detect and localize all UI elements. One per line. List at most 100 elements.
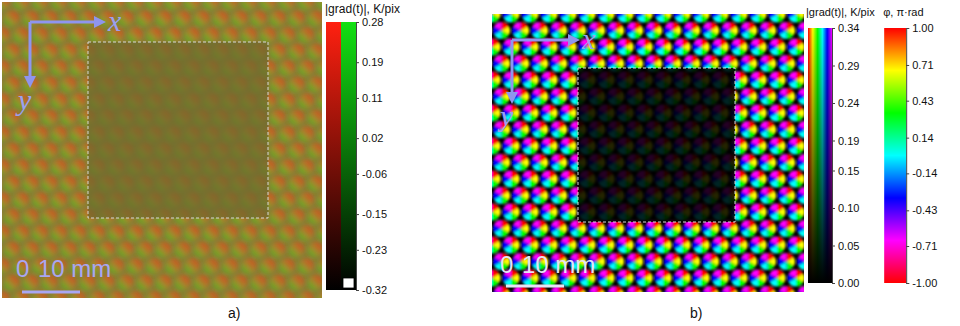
blob xyxy=(308,77,322,92)
blob xyxy=(512,154,529,171)
blob xyxy=(128,292,143,299)
blob-sector xyxy=(513,55,520,64)
blob-sector xyxy=(779,154,786,163)
blob-sector xyxy=(770,39,777,48)
blob xyxy=(560,72,577,89)
blob-sector xyxy=(646,55,653,64)
blob-sector xyxy=(769,14,777,18)
tick-label: 0.02 xyxy=(362,132,383,144)
blob xyxy=(280,193,295,208)
blob xyxy=(14,2,29,10)
blob-sector xyxy=(770,171,777,180)
blob-sector xyxy=(770,204,777,213)
blob xyxy=(308,11,322,26)
blob xyxy=(560,204,577,221)
blob xyxy=(598,39,615,56)
blob-sector xyxy=(608,55,615,64)
blob xyxy=(550,22,567,39)
blob xyxy=(289,242,304,257)
blob xyxy=(185,292,200,299)
blob xyxy=(185,226,200,241)
blob-sector xyxy=(513,154,520,163)
blob xyxy=(33,94,48,109)
blob xyxy=(560,105,577,122)
blob xyxy=(52,193,67,208)
blob-sector xyxy=(568,47,575,56)
blob xyxy=(788,72,804,89)
blob xyxy=(204,2,219,10)
blob-sector xyxy=(796,113,803,122)
blob xyxy=(251,275,266,290)
blob xyxy=(232,275,247,290)
blob-sector xyxy=(549,212,556,221)
blob-sector xyxy=(663,47,670,56)
blob-sector xyxy=(502,229,509,238)
blob xyxy=(550,154,567,171)
blob xyxy=(166,28,181,43)
blob-sector xyxy=(787,64,794,73)
blob xyxy=(617,39,634,56)
blob xyxy=(14,127,29,142)
blob xyxy=(280,160,295,175)
blob-sector xyxy=(540,229,547,238)
blob-sector xyxy=(758,212,765,221)
blob xyxy=(299,2,314,10)
blob-sector xyxy=(542,237,549,246)
blob-sector xyxy=(494,220,501,229)
blob-sector xyxy=(673,229,680,238)
blob-sector xyxy=(674,14,682,18)
blob xyxy=(128,28,143,43)
blob-sector xyxy=(787,31,794,40)
blob-sector xyxy=(551,88,558,97)
blob-sector xyxy=(788,14,796,18)
blob xyxy=(270,11,285,26)
blob-sector xyxy=(521,163,528,172)
blob xyxy=(797,88,804,105)
blob xyxy=(759,88,776,105)
blob-sector xyxy=(760,121,767,130)
blob-sector xyxy=(523,237,530,246)
blob-sector xyxy=(758,14,765,23)
blob-sector xyxy=(523,171,530,180)
blob xyxy=(299,94,314,109)
figure: xy010 mma)|grad(t)|, K/pix0.280.190.110.… xyxy=(0,0,960,326)
blob-sector xyxy=(540,97,547,106)
blob xyxy=(204,28,219,43)
blob-sector xyxy=(492,146,499,155)
blob-sector xyxy=(492,212,499,221)
blob-sector xyxy=(523,204,530,213)
blob xyxy=(702,22,719,39)
blob-sector xyxy=(551,55,558,64)
blob-sector xyxy=(551,220,558,229)
blob xyxy=(270,242,285,257)
blob xyxy=(270,77,285,92)
blob-sector xyxy=(606,14,613,23)
blob xyxy=(61,110,76,125)
blob xyxy=(778,154,795,171)
blob-sector xyxy=(504,39,511,48)
blob xyxy=(531,55,548,72)
blob-sector xyxy=(751,171,758,180)
blob-sector xyxy=(768,196,775,205)
blob xyxy=(769,171,786,188)
blob-sector xyxy=(741,154,748,163)
blob-sector xyxy=(798,187,804,196)
blob-sector xyxy=(494,187,501,196)
blob xyxy=(683,220,700,237)
blob-sector xyxy=(570,121,577,130)
blob-sector xyxy=(513,220,520,229)
blob xyxy=(2,193,10,208)
blob xyxy=(156,275,171,290)
blob-sector xyxy=(713,39,720,48)
blob xyxy=(636,14,653,23)
blob xyxy=(280,61,295,76)
blob-sector xyxy=(636,14,644,18)
blob xyxy=(674,39,691,56)
blob xyxy=(788,39,804,56)
blob xyxy=(109,226,124,241)
blob xyxy=(503,138,520,155)
blob-sector xyxy=(760,187,767,196)
blob xyxy=(251,242,266,257)
blob xyxy=(318,226,323,241)
blob xyxy=(33,61,48,76)
